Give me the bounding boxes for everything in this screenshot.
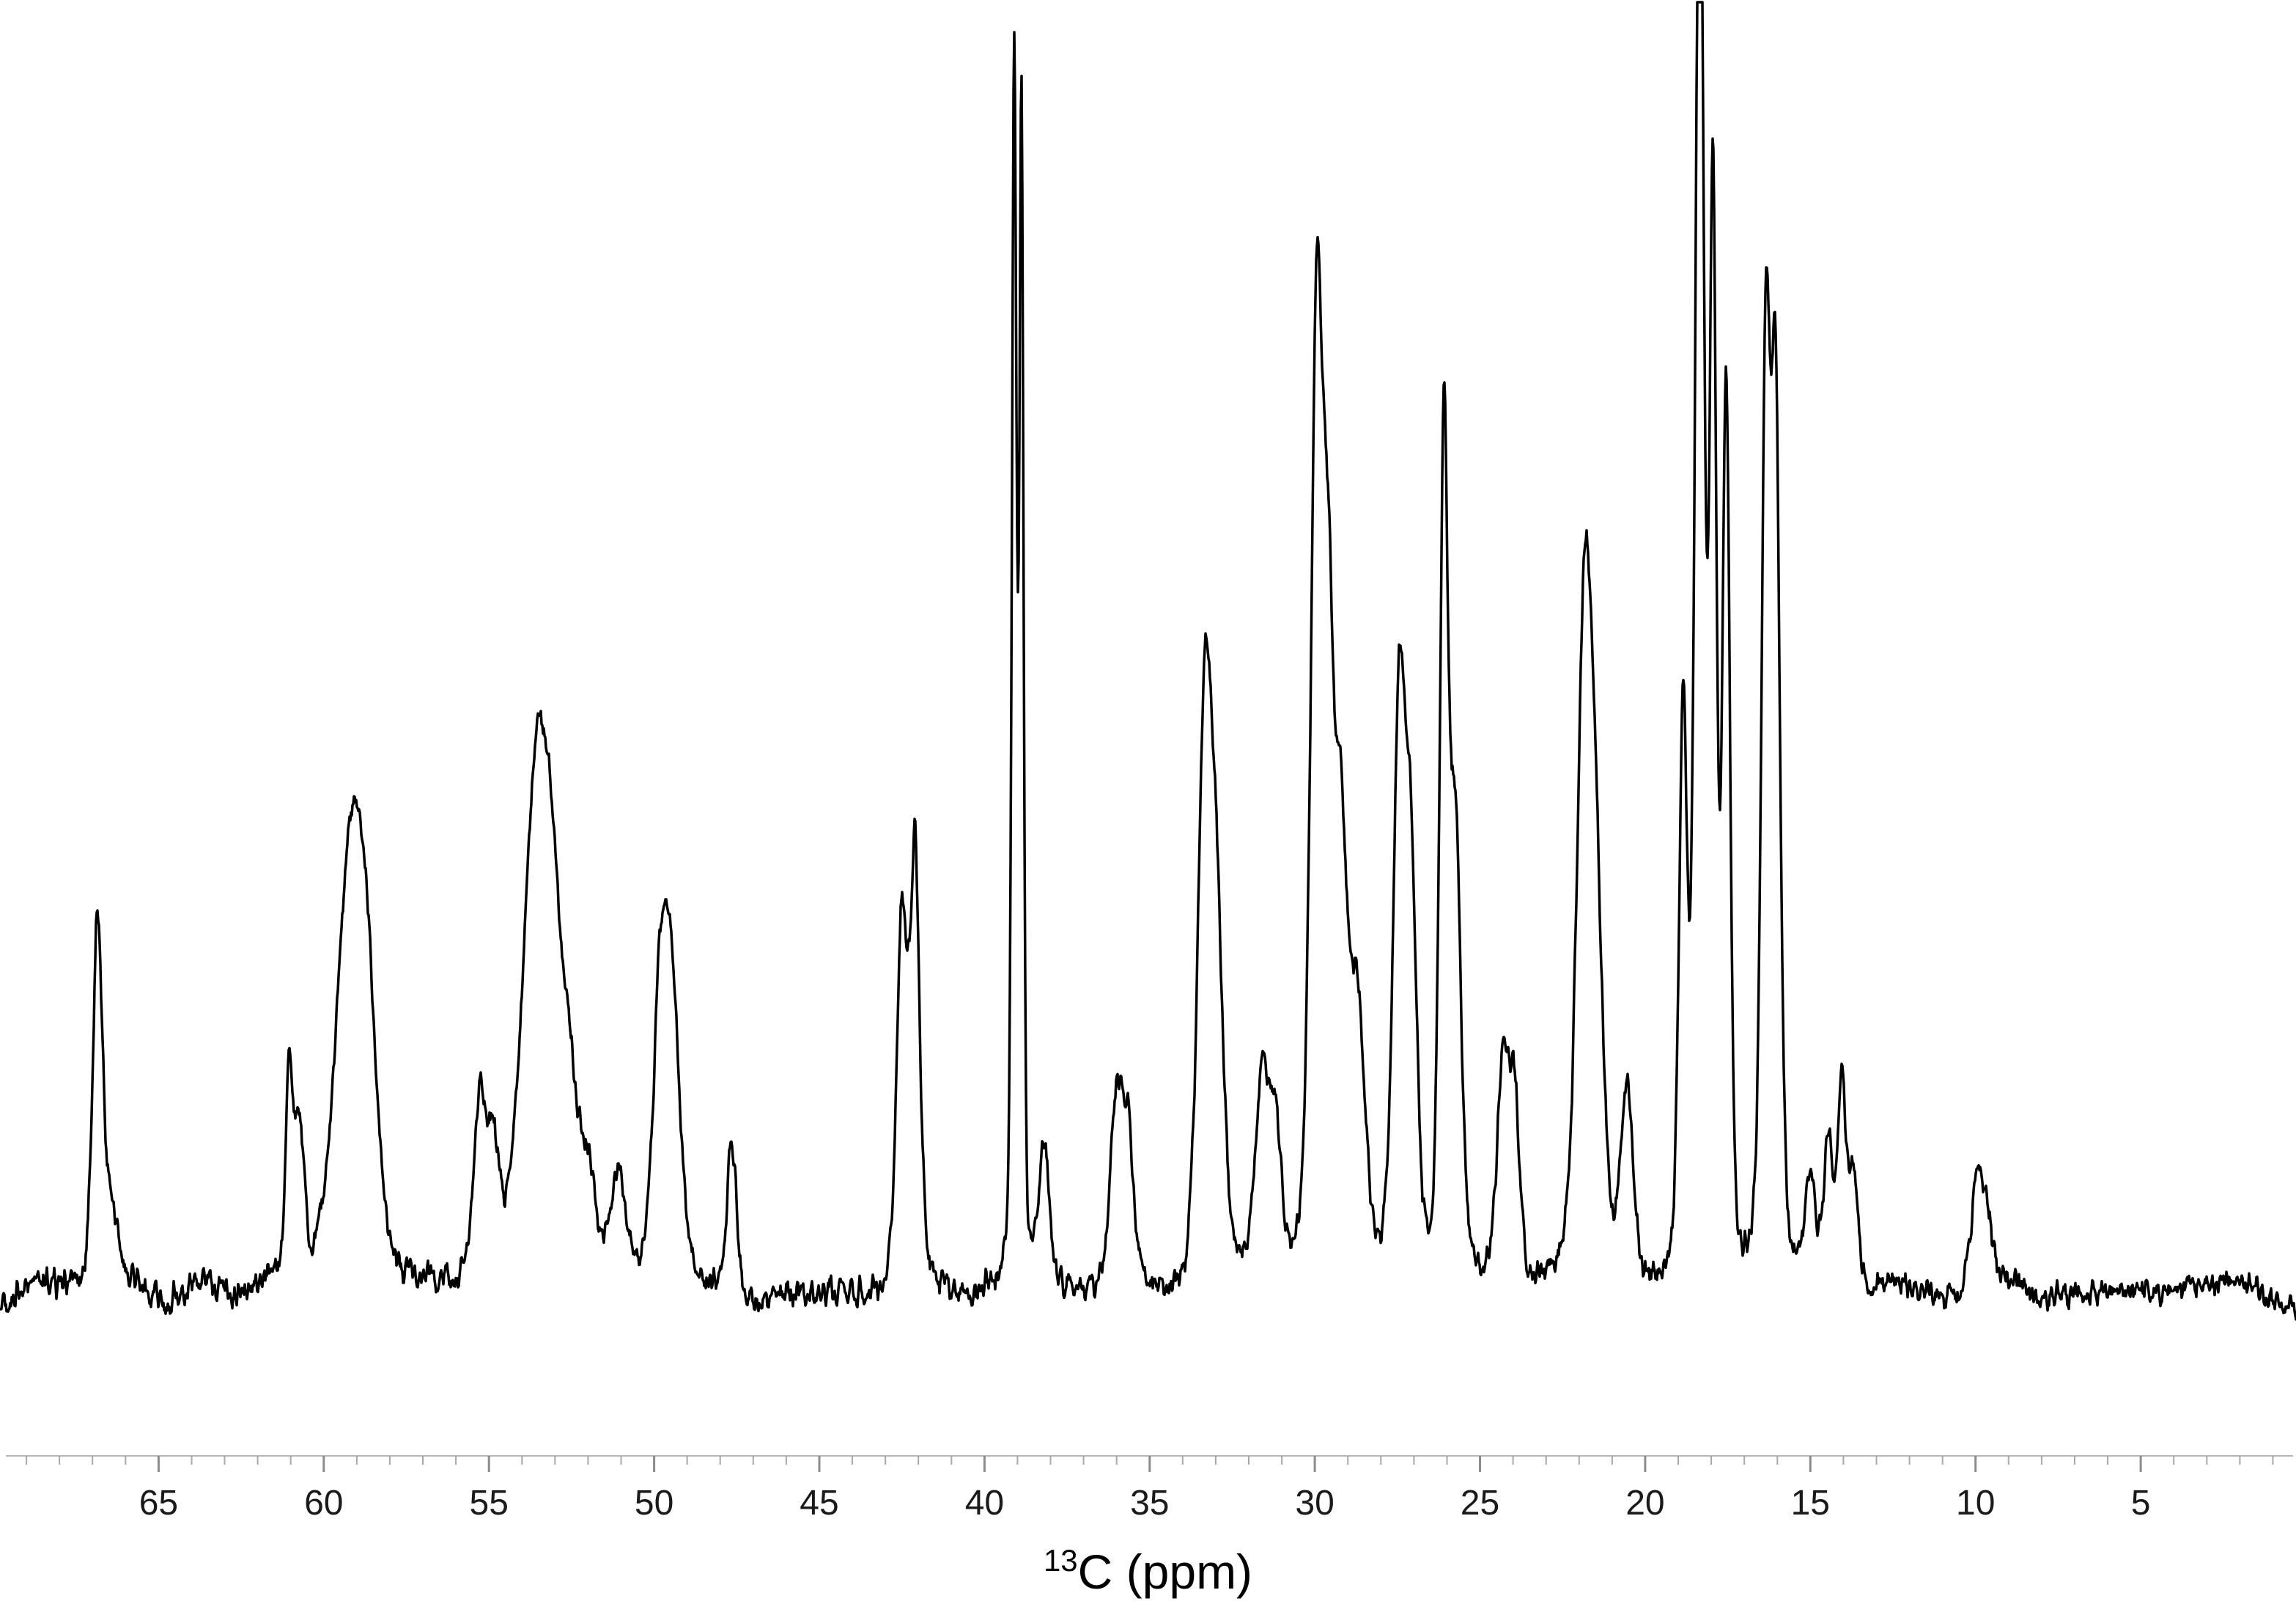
x-axis-label: 13C (ppm) (0, 1543, 2296, 1599)
x-axis-ticks (26, 1456, 2274, 1472)
x-axis-tick-label: 60 (304, 1484, 343, 1523)
x-axis-tick-label: 20 (1625, 1484, 1664, 1523)
x-axis-tick-label: 25 (1461, 1484, 1499, 1523)
x-axis-label-isotope: 13 (1043, 1543, 1078, 1578)
x-axis-tick-label: 5 (2131, 1484, 2151, 1523)
spectrum-trace (0, 1, 2296, 1321)
x-axis-tick-label: 45 (800, 1484, 838, 1523)
x-axis-label-unit: C (ppm) (1077, 1545, 1253, 1599)
x-axis-tick-labels: 65 60 55 50 45 40 35 30 25 20 15 10 5 (139, 1484, 2151, 1523)
x-axis-tick-label: 15 (1791, 1484, 1830, 1523)
x-axis-tick-label: 65 (139, 1484, 178, 1523)
x-axis-tick-label: 40 (965, 1484, 1004, 1523)
x-axis-tick-label: 10 (1956, 1484, 1995, 1523)
x-axis-tick-label: 35 (1130, 1484, 1169, 1523)
x-axis-tick-label: 55 (470, 1484, 509, 1523)
x-axis-tick-label: 50 (635, 1484, 673, 1523)
x-axis-tick-label: 30 (1295, 1484, 1334, 1523)
